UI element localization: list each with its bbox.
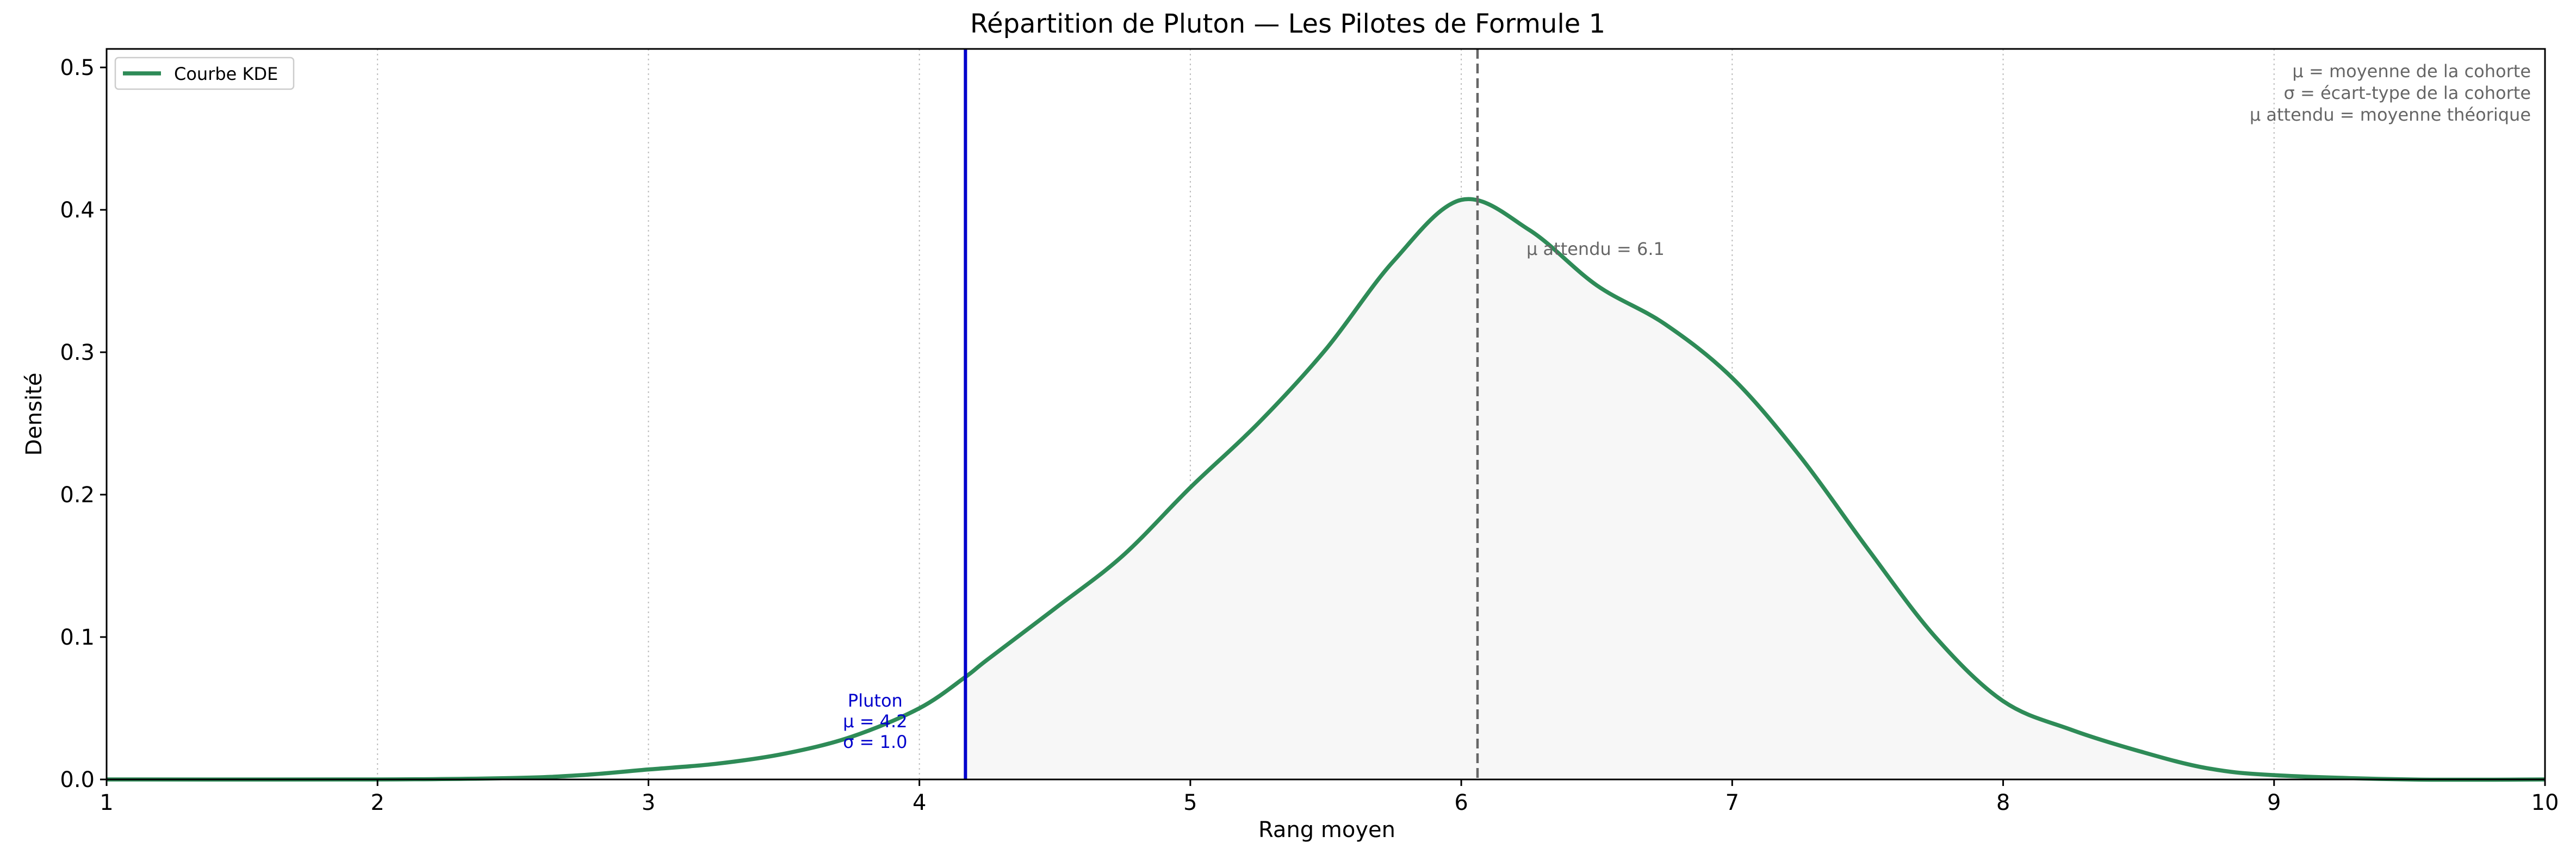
legend-box <box>114 57 295 90</box>
x-tick-label-9: 9 <box>2267 790 2281 815</box>
y-axis-label: Densité <box>22 372 47 455</box>
y-tick-label-5: 0.5 <box>60 55 95 80</box>
pluton-label-name: Pluton <box>848 690 903 711</box>
x-tick-label-10: 10 <box>2531 790 2559 815</box>
x-tick-label-6: 6 <box>1454 790 1468 815</box>
y-tick-label-4: 0.4 <box>60 198 95 223</box>
annotation-expected: μ attendu = moyenne théorique <box>2250 104 2531 125</box>
legend: Courbe KDE <box>114 57 295 90</box>
y-tick-label-2: 0.2 <box>60 483 95 508</box>
x-tick-label-1: 1 <box>100 790 113 815</box>
y-axis-ticks: 0.0 0.1 0.2 0.3 0.4 0.5 <box>60 55 107 792</box>
x-tick-label-7: 7 <box>1725 790 1739 815</box>
annotation-mean: μ = moyenne de la cohorte <box>2292 61 2531 82</box>
chart-title: Répartition de Pluton — Les Pilotes de F… <box>970 9 1605 39</box>
y-tick-label-1: 0.1 <box>60 625 95 650</box>
x-axis-ticks: 1 2 3 4 5 6 7 8 9 10 <box>100 779 2559 815</box>
annotation-box: μ = moyenne de la cohorte σ = écart-type… <box>2250 61 2531 125</box>
x-tick-label-5: 5 <box>1183 790 1197 815</box>
pluton-label-std: σ = 1.0 <box>843 732 907 752</box>
x-axis-label: Rang moyen <box>1258 817 1395 842</box>
x-tick-label-8: 8 <box>1996 790 2010 815</box>
kde-fill-area <box>965 199 2545 780</box>
pluton-label-mean: μ = 4.2 <box>843 711 907 732</box>
x-tick-label-2: 2 <box>370 790 384 815</box>
legend-label-kde: Courbe KDE <box>174 64 278 84</box>
y-tick-label-0: 0.0 <box>60 767 95 792</box>
x-tick-label-3: 3 <box>642 790 655 815</box>
axes-frame <box>105 48 2546 781</box>
expected-mean-label: μ attendu = 6.1 <box>1526 239 1665 259</box>
y-tick-label-3: 0.3 <box>60 340 95 365</box>
x-tick-label-4: 4 <box>913 790 926 815</box>
annotation-std: σ = écart-type de la cohorte <box>2284 83 2531 103</box>
kde-curve <box>106 197 2546 782</box>
